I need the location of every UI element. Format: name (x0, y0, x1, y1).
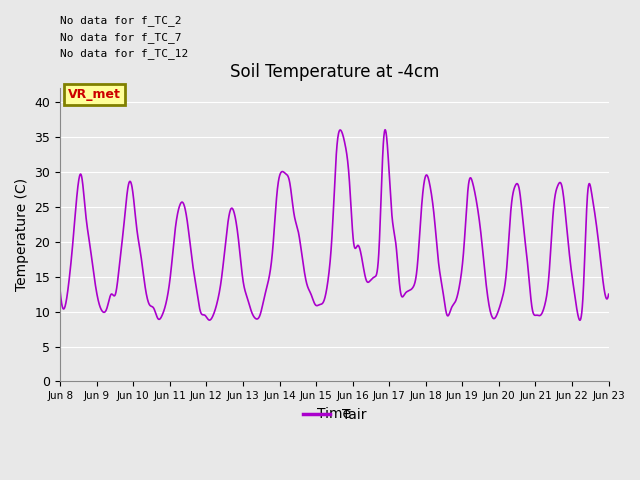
Text: No data for f_TC_2: No data for f_TC_2 (60, 15, 182, 26)
Title: Soil Temperature at -4cm: Soil Temperature at -4cm (230, 63, 439, 81)
Text: No data for f_TC_7: No data for f_TC_7 (60, 32, 182, 43)
Text: VR_met: VR_met (68, 88, 121, 101)
Y-axis label: Temperature (C): Temperature (C) (15, 179, 29, 291)
Text: No data for f_TC_12: No data for f_TC_12 (60, 48, 188, 59)
Legend: Tair: Tair (297, 402, 372, 427)
X-axis label: Time: Time (317, 407, 351, 420)
